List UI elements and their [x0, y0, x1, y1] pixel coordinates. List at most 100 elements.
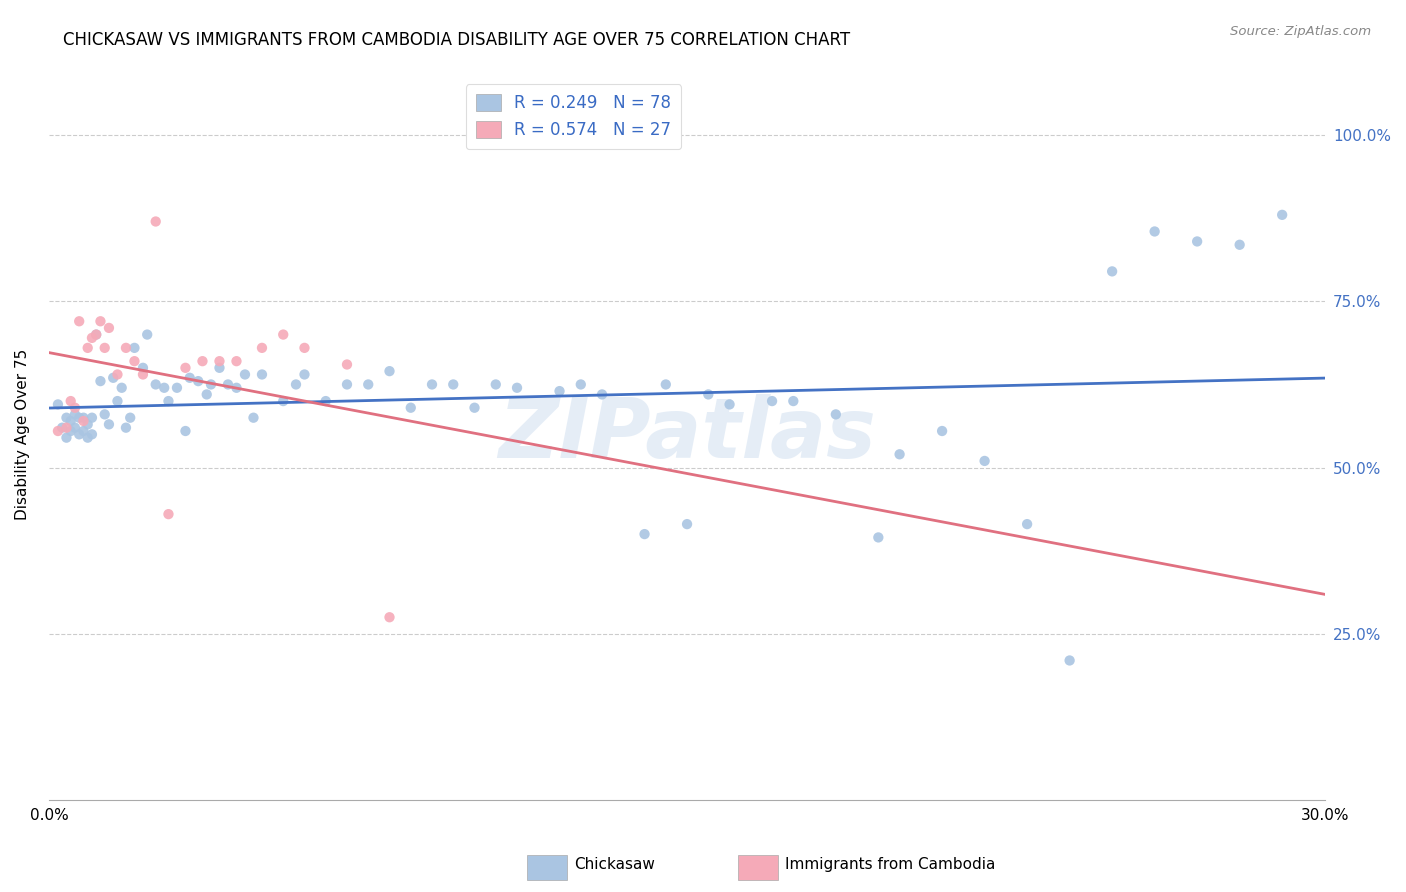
Point [294, 341, 316, 355]
Point [357, 377, 380, 392]
Point [97, 417, 120, 432]
Point [782, 394, 804, 409]
Point [973, 454, 995, 468]
Point [441, 377, 464, 392]
Point [1229, 237, 1251, 252]
Point [315, 394, 337, 409]
Point [80, 331, 103, 345]
Point [76, 431, 98, 445]
Point [1101, 264, 1123, 278]
Point [46, 424, 69, 438]
Point [124, 341, 146, 355]
Text: Immigrants from Cambodia: Immigrants from Cambodia [785, 857, 995, 872]
Point [111, 381, 134, 395]
Point [336, 377, 359, 392]
Point [80, 427, 103, 442]
Point [67, 427, 90, 442]
Point [285, 377, 308, 392]
Point [67, 410, 90, 425]
Point [250, 368, 273, 382]
Point [718, 397, 741, 411]
Point [225, 381, 247, 395]
Point [655, 377, 678, 392]
Point [84, 327, 107, 342]
Point [63, 408, 86, 422]
Point [889, 447, 911, 461]
Text: Source: ZipAtlas.com: Source: ZipAtlas.com [1230, 25, 1371, 38]
Point [59, 424, 82, 438]
Point [166, 381, 188, 395]
Point [208, 360, 231, 375]
Point [1271, 208, 1294, 222]
Point [89, 374, 111, 388]
Point [250, 341, 273, 355]
Point [97, 321, 120, 335]
Point [72, 414, 94, 428]
Point [55, 431, 77, 445]
Point [633, 527, 655, 541]
Point [120, 410, 142, 425]
Point [145, 377, 167, 392]
Point [93, 341, 115, 355]
Legend: R = 0.249   N = 78, R = 0.574   N = 27: R = 0.249 N = 78, R = 0.574 N = 27 [465, 84, 681, 149]
Point [84, 327, 107, 342]
Point [378, 364, 401, 378]
Point [59, 394, 82, 409]
Point [63, 420, 86, 434]
Point [200, 377, 222, 392]
Point [46, 397, 69, 411]
Point [1017, 517, 1039, 532]
Y-axis label: Disability Age Over 75: Disability Age Over 75 [15, 349, 30, 520]
Point [103, 371, 125, 385]
Point [217, 377, 239, 392]
Point [115, 341, 138, 355]
Point [399, 401, 422, 415]
Point [132, 368, 155, 382]
Point [1143, 224, 1166, 238]
Point [378, 610, 401, 624]
Point [76, 417, 98, 432]
Point [208, 354, 231, 368]
Point [55, 410, 77, 425]
Point [294, 368, 316, 382]
Point [174, 424, 197, 438]
Point [153, 381, 176, 395]
Point [420, 377, 443, 392]
Point [179, 371, 201, 385]
Point [93, 408, 115, 422]
Point [233, 368, 256, 382]
Point [124, 354, 146, 368]
Point [136, 327, 159, 342]
Point [157, 507, 180, 521]
Point [132, 360, 155, 375]
Point [931, 424, 953, 438]
Point [59, 414, 82, 428]
Point [868, 530, 890, 544]
Point [107, 368, 129, 382]
Point [569, 377, 592, 392]
Point [51, 420, 73, 434]
Point [697, 387, 720, 401]
Point [174, 360, 197, 375]
Point [63, 401, 86, 415]
Point [242, 410, 264, 425]
Point [463, 401, 485, 415]
Point [195, 387, 218, 401]
Point [225, 354, 247, 368]
Point [107, 394, 129, 409]
Text: CHICKASAW VS IMMIGRANTS FROM CAMBODIA DISABILITY AGE OVER 75 CORRELATION CHART: CHICKASAW VS IMMIGRANTS FROM CAMBODIA DI… [63, 31, 851, 49]
Text: Chickasaw: Chickasaw [574, 857, 655, 872]
Point [506, 381, 529, 395]
Point [115, 420, 138, 434]
Point [191, 354, 214, 368]
Point [271, 327, 294, 342]
Point [1185, 235, 1208, 249]
Point [824, 408, 846, 422]
Point [80, 410, 103, 425]
Point [761, 394, 783, 409]
Point [157, 394, 180, 409]
Point [55, 420, 77, 434]
Point [336, 358, 359, 372]
Point [485, 377, 508, 392]
Point [89, 314, 111, 328]
